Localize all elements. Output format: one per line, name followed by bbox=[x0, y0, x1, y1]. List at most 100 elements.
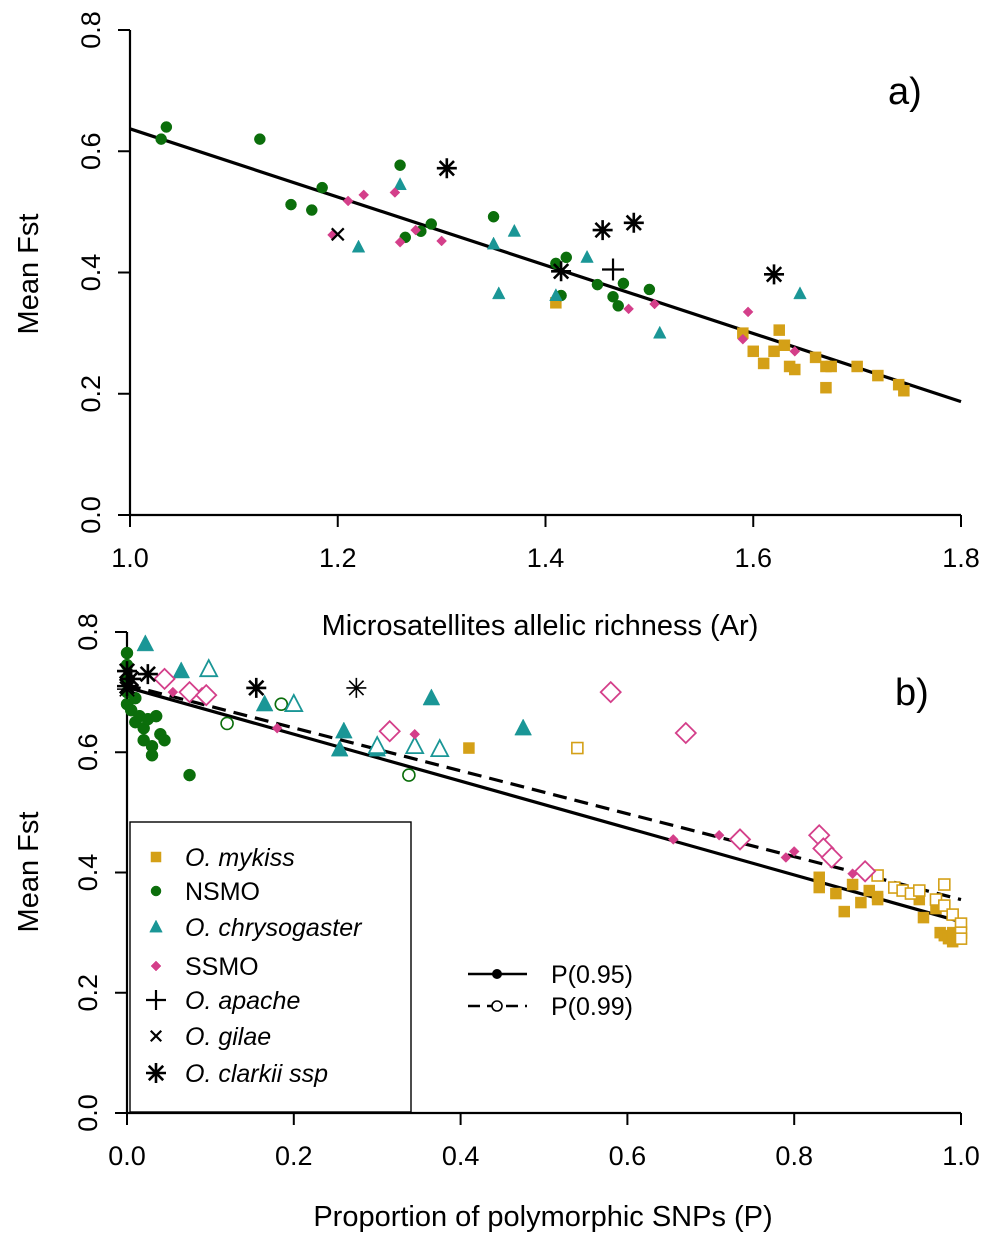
b-point-ssmo bbox=[178, 680, 201, 704]
b-point-chrysogaster bbox=[198, 658, 219, 678]
b-y-tick-label: 0.6 bbox=[73, 733, 103, 771]
a-y-tick-label: 0.0 bbox=[76, 496, 106, 534]
legend-marker-apache bbox=[146, 990, 166, 1010]
a-point-mykiss bbox=[773, 324, 785, 336]
b-point-ssmo bbox=[820, 846, 844, 869]
legend-marker-clarkii bbox=[146, 1063, 166, 1083]
panel-a: a) Mean Fst Microsatellites allelic rich… bbox=[13, 11, 980, 642]
b-y-tick-label: 0.0 bbox=[73, 1094, 103, 1132]
legend-marker-chrysogaster bbox=[149, 919, 163, 933]
b-point-nsmo bbox=[120, 646, 134, 660]
a-point-chrysogaster bbox=[580, 249, 594, 263]
a-x-tick-label: 1.6 bbox=[734, 543, 772, 573]
legend: O. mykiss NSMO O. chrysogaster SSMO O. a… bbox=[129, 821, 412, 1113]
legend-markers bbox=[146, 851, 166, 1083]
b-point-ssmo bbox=[167, 686, 179, 698]
legend-label-clarkii: O. clarkii ssp bbox=[185, 1060, 328, 1088]
a-point-mykiss bbox=[768, 345, 780, 358]
a-point-nsmo bbox=[155, 133, 167, 145]
a-point-mykiss bbox=[789, 363, 801, 376]
legend-label-mykiss: O. mykiss bbox=[185, 844, 295, 872]
panel-b-points bbox=[117, 634, 968, 948]
legend-label-nsmo: NSMO bbox=[185, 878, 260, 906]
a-point-ssmo bbox=[737, 333, 749, 345]
b-point-mykiss bbox=[863, 884, 876, 897]
b-point-mykiss bbox=[838, 905, 850, 918]
a-point-nsmo bbox=[591, 278, 604, 291]
b-point-clarkii bbox=[346, 677, 367, 698]
b-point-ssmo bbox=[788, 846, 800, 857]
b-point-clarkii bbox=[121, 668, 142, 689]
a-point-nsmo bbox=[612, 300, 624, 312]
a-point-nsmo bbox=[160, 121, 173, 133]
a-y-tick-label: 0.6 bbox=[76, 132, 106, 170]
panel-a-x-axis-title: Microsatellites allelic richness (Ar) bbox=[322, 610, 759, 642]
a-point-ssmo bbox=[742, 306, 754, 318]
b-point-ssmo bbox=[728, 828, 752, 851]
a-point-clarkii bbox=[436, 158, 457, 179]
panel-b-y-ticks: 0.0 0.2 0.4 0.6 0.8 bbox=[73, 613, 127, 1132]
legend-marker-gilae bbox=[149, 1029, 163, 1043]
a-point-mykiss bbox=[747, 345, 759, 358]
a-point-mykiss bbox=[872, 369, 884, 382]
b-point-mykiss bbox=[912, 884, 926, 897]
b-point-ssmo bbox=[599, 680, 622, 704]
panel-a-y-axis-title: Mean Fst bbox=[13, 214, 45, 335]
a-point-ssmo bbox=[389, 187, 401, 198]
a-point-nsmo bbox=[643, 283, 656, 296]
b-point-mykiss bbox=[813, 881, 825, 894]
a-point-ssmo bbox=[436, 235, 447, 247]
legend-box bbox=[129, 821, 412, 1113]
a-point-apache bbox=[602, 258, 625, 281]
panel-a-x-ticks: 1.0 1.2 1.4 1.6 1.8 bbox=[111, 515, 980, 573]
a-point-nsmo bbox=[306, 204, 318, 216]
a-point-mykiss bbox=[851, 360, 863, 373]
a-point-nsmo bbox=[560, 251, 573, 264]
b-point-mykiss bbox=[946, 908, 959, 921]
b-point-ssmo bbox=[194, 683, 218, 707]
a-point-nsmo bbox=[316, 181, 328, 194]
a-point-ssmo bbox=[394, 236, 406, 248]
a-point-chrysogaster bbox=[393, 177, 407, 191]
a-point-chrysogaster bbox=[486, 236, 501, 250]
b-y-tick-label: 0.2 bbox=[73, 974, 103, 1012]
panel-a-regression bbox=[129, 127, 962, 404]
a-point-ssmo bbox=[623, 303, 634, 315]
line-legend: P(0.95) P(0.99) bbox=[468, 961, 633, 1021]
a-x-tick-label: 1.0 bbox=[111, 543, 149, 573]
b-point-chrysogaster bbox=[404, 735, 425, 755]
b-x-tick-label: 0.4 bbox=[442, 1141, 480, 1171]
a-point-nsmo bbox=[425, 218, 437, 230]
b-point-ssmo bbox=[713, 829, 725, 841]
b-y-tick-label: 0.8 bbox=[73, 613, 103, 651]
b-point-mykiss bbox=[938, 878, 951, 891]
a-point-chrysogaster bbox=[351, 239, 366, 253]
b-point-chrysogaster bbox=[172, 661, 191, 679]
legend-marker-nsmo bbox=[150, 885, 162, 897]
b-point-ssmo bbox=[780, 852, 792, 863]
b-y-tick-label: 0.4 bbox=[73, 854, 103, 892]
b-point-chrysogaster bbox=[514, 718, 532, 736]
b-point-chrysogaster bbox=[367, 735, 388, 755]
b-point-ssmo bbox=[409, 728, 421, 740]
legend-marker-ssmo bbox=[150, 960, 162, 972]
a-x-tick-label: 1.2 bbox=[319, 543, 357, 573]
a-point-clarkii bbox=[764, 264, 785, 285]
a-point-nsmo bbox=[617, 277, 630, 290]
a-point-ssmo bbox=[649, 298, 660, 310]
a-point-clarkii bbox=[623, 212, 644, 233]
line-legend-solid-marker bbox=[492, 969, 502, 979]
panel-b-y-axis-title: Mean Fst bbox=[13, 812, 45, 933]
b-point-ssmo bbox=[853, 860, 877, 883]
panel-b-x-axis-title: Proportion of polymorphic SNPs (P) bbox=[313, 1201, 772, 1233]
b-point-chrysogaster bbox=[422, 688, 441, 706]
panel-a-axis-frame bbox=[128, 30, 961, 517]
b-point-nsmo bbox=[402, 768, 416, 782]
panel-b-x-ticks: 0.0 0.2 0.4 0.6 0.8 1.0 bbox=[108, 1113, 980, 1171]
a-point-nsmo bbox=[607, 291, 619, 303]
a-point-ssmo bbox=[410, 224, 422, 236]
panel-a-points bbox=[155, 121, 910, 397]
legend-label-gilae: O. gilae bbox=[185, 1023, 271, 1051]
a-point-nsmo bbox=[487, 210, 500, 223]
b-point-chrysogaster bbox=[283, 693, 304, 712]
